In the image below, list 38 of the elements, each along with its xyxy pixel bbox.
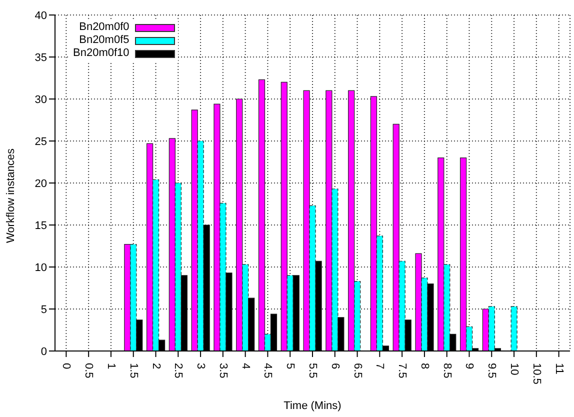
x-tick-label: 4 — [239, 363, 252, 370]
x-tick-label: 10 — [508, 363, 520, 376]
x-tick-label: 5.5 — [306, 363, 318, 378]
x-tick-label: 1 — [104, 363, 117, 370]
x-tick-label: 10.5 — [530, 363, 542, 384]
x-axis-title: Time (Mins) — [284, 400, 342, 412]
y-tick-label: 20 — [34, 178, 47, 190]
legend-label: Bn20m0f10 — [73, 47, 130, 60]
x-tick-label: 2 — [150, 363, 162, 370]
x-tick-label: 9.5 — [486, 363, 498, 378]
y-tick-label: 10 — [34, 262, 47, 274]
x-tick-label: 6 — [328, 363, 341, 370]
x-tick-label: 11 — [552, 363, 565, 374]
x-tick-label: 7.5 — [396, 363, 408, 378]
y-tick-label: 15 — [34, 220, 47, 232]
x-tick-label: 8.5 — [440, 363, 453, 378]
x-tick-label: 8 — [418, 363, 430, 370]
y-tick-label: 5 — [40, 304, 47, 316]
x-tick-label: 0 — [60, 363, 72, 370]
x-tick-label: 9 — [463, 363, 476, 370]
y-tick-label: 35 — [34, 52, 47, 64]
legend-label: Bn20m0f0 — [79, 21, 130, 34]
x-tick-label: 3 — [194, 363, 207, 370]
bar — [510, 306, 518, 351]
x-tick-label: 5 — [284, 363, 296, 370]
y-axis-title: Workflow instances — [4, 148, 17, 243]
x-tick-label: 4.5 — [262, 363, 274, 378]
legend-label: Bn20m0f5 — [79, 34, 130, 47]
y-tick-label: 40 — [34, 10, 47, 22]
y-tick-label: 30 — [34, 94, 47, 106]
x-tick-label: 2.5 — [172, 363, 184, 378]
y-tick-label: 0 — [40, 346, 47, 358]
x-tick-label: 7 — [374, 363, 386, 370]
x-tick-label: 3.5 — [216, 363, 229, 378]
x-tick-label: 1.5 — [127, 363, 140, 378]
x-tick-label: 6.5 — [351, 363, 364, 378]
x-tick-label: 0.5 — [82, 363, 95, 378]
y-tick-label: 25 — [34, 136, 47, 148]
